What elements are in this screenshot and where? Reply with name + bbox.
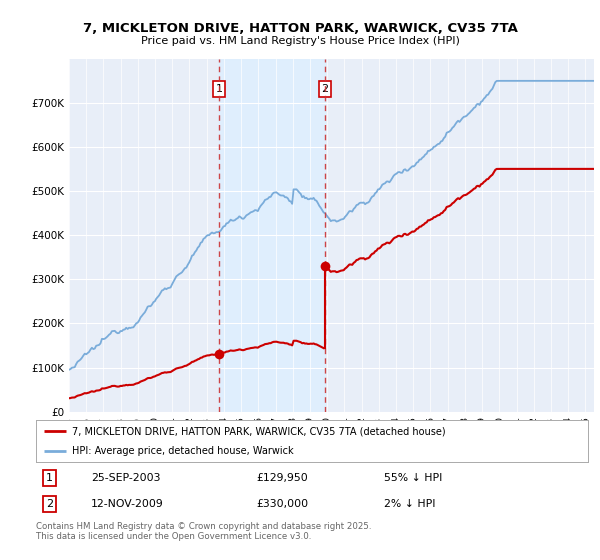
Text: 55% ↓ HPI: 55% ↓ HPI (384, 473, 442, 483)
Bar (219, 59, 325, 412)
Text: 2: 2 (46, 499, 53, 509)
Text: Price paid vs. HM Land Registry's House Price Index (HPI): Price paid vs. HM Land Registry's House … (140, 36, 460, 46)
Text: £330,000: £330,000 (257, 499, 309, 509)
Text: £129,950: £129,950 (257, 473, 308, 483)
Text: 7, MICKLETON DRIVE, HATTON PARK, WARWICK, CV35 7TA: 7, MICKLETON DRIVE, HATTON PARK, WARWICK… (83, 22, 517, 35)
Text: 12-NOV-2009: 12-NOV-2009 (91, 499, 164, 509)
Text: HPI: Average price, detached house, Warwick: HPI: Average price, detached house, Warw… (72, 446, 293, 456)
Text: Contains HM Land Registry data © Crown copyright and database right 2025.
This d: Contains HM Land Registry data © Crown c… (36, 522, 371, 542)
Text: 2% ↓ HPI: 2% ↓ HPI (384, 499, 435, 509)
Text: 1: 1 (215, 84, 223, 94)
Text: 25-SEP-2003: 25-SEP-2003 (91, 473, 161, 483)
Text: 2: 2 (322, 84, 329, 94)
Text: 1: 1 (46, 473, 53, 483)
Text: 7, MICKLETON DRIVE, HATTON PARK, WARWICK, CV35 7TA (detached house): 7, MICKLETON DRIVE, HATTON PARK, WARWICK… (72, 426, 446, 436)
